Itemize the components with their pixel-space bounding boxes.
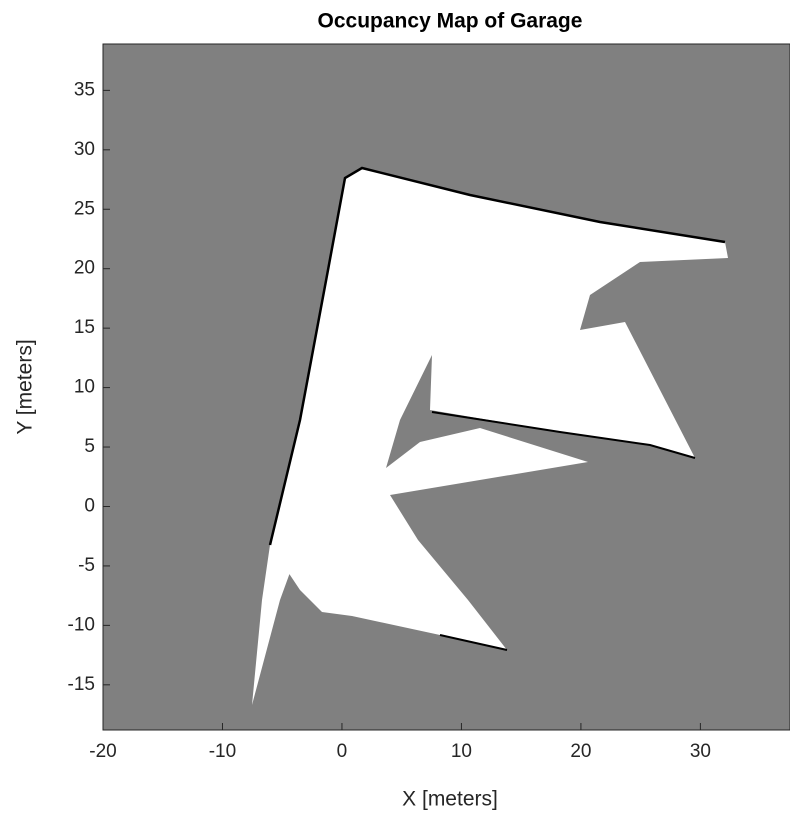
x-tick-label: -10 <box>209 741 236 762</box>
x-tick-label: 10 <box>451 741 472 762</box>
x-tick-label: 20 <box>570 741 591 762</box>
x-tick-label: 0 <box>337 741 348 762</box>
chart-title: Occupancy Map of Garage <box>318 10 583 33</box>
y-tick-label: 5 <box>84 436 95 457</box>
y-tick-label: 15 <box>74 317 95 338</box>
y-tick-label: 0 <box>84 496 95 517</box>
y-tick-label: -10 <box>68 614 95 635</box>
y-tick-label: 25 <box>74 198 95 219</box>
y-tick-label: 30 <box>74 139 95 160</box>
x-tick-label: 30 <box>690 741 711 762</box>
y-axis-label: Y [meters] <box>14 339 37 434</box>
y-tick-label: -5 <box>78 555 95 576</box>
y-tick-label: 35 <box>74 79 95 100</box>
chart: Occupancy Map of Garage X [meters] Y [me… <box>0 0 790 817</box>
x-tick-label: -20 <box>89 741 116 762</box>
x-axis-label: X [meters] <box>402 788 498 811</box>
y-tick-label: 10 <box>74 377 95 398</box>
y-tick-label: 20 <box>74 258 95 279</box>
y-tick-label: -15 <box>68 674 95 695</box>
